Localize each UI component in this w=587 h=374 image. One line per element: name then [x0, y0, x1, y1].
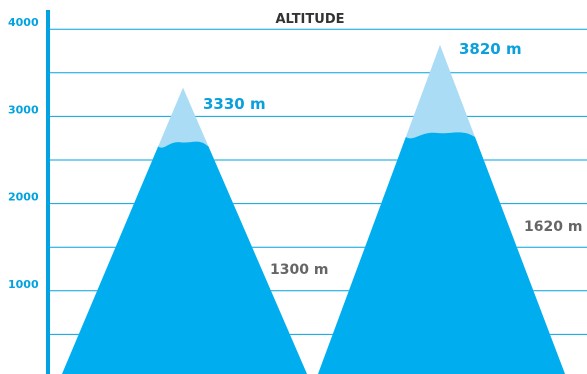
y-tick-labels: 1000 2000 3000 4000	[8, 16, 39, 291]
peak-label-2: 3820 m	[459, 40, 522, 58]
mountains	[62, 44, 565, 374]
y-tick-label: 4000	[8, 16, 39, 29]
peak-label-1: 3330 m	[203, 95, 266, 113]
mountain-2	[318, 132, 565, 374]
y-tick-label: 2000	[8, 191, 39, 204]
y-tick-label: 3000	[8, 103, 39, 116]
lower-label-1: 1300 m	[270, 262, 328, 278]
y-tick-label: 1000	[8, 278, 39, 291]
mountain-1	[62, 141, 307, 374]
chart-title: ALTITUDE	[276, 12, 345, 27]
lower-label-2: 1620 m	[524, 219, 582, 235]
value-labels: 3330 m 1300 m 3820 m 1620 m	[203, 40, 582, 278]
